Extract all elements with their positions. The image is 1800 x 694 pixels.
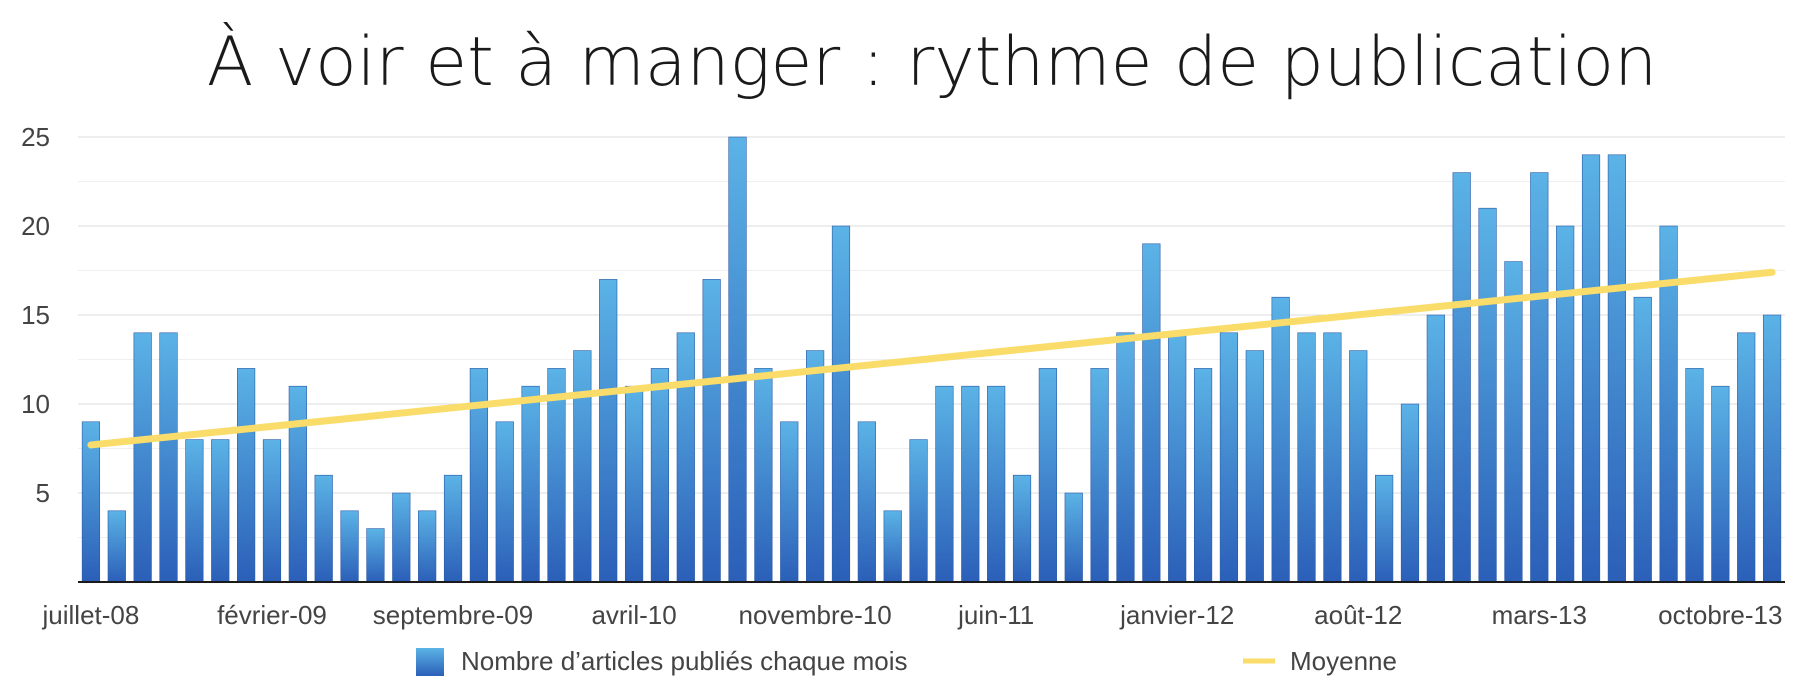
bar: mai-09: 4: [340, 510, 359, 583]
bar: septembre-13: 12: [1685, 368, 1704, 583]
y-tick-label: 20: [21, 211, 50, 241]
bar: septembre-09: 6: [443, 474, 463, 583]
legend-line-label: Moyenne: [1290, 646, 1397, 676]
bar: juin-09: 3: [366, 528, 385, 583]
x-tick-label: juillet-08: [42, 600, 140, 630]
bar: juin-12: 14: [1297, 332, 1316, 583]
bar: avril-12: 13: [1245, 350, 1264, 583]
bar: août-12: 13: [1349, 350, 1368, 583]
bar: mars-11: 8: [909, 439, 928, 583]
bar: septembre-08: 14: [133, 332, 152, 583]
x-tick-label: août-12: [1314, 600, 1402, 630]
bar: mars-12: 14: [1219, 332, 1239, 583]
bar: juin-11: 11: [987, 385, 1006, 583]
bar: février-09: 8: [262, 439, 282, 583]
bar: juillet-09: 5: [392, 492, 411, 583]
bar: mai-13: 24: [1581, 154, 1601, 583]
bar: août-10: 25: [728, 136, 747, 583]
legend-bar-swatch: [416, 648, 444, 676]
legend: Nombre d’articles publiés chaque mois Mo…: [416, 646, 1397, 676]
gridlines: [78, 136, 1785, 538]
bar: juillet-11: 6: [1012, 474, 1032, 583]
bar: septembre-12: 6: [1375, 474, 1394, 583]
bar: avril-09: 6: [314, 474, 333, 583]
bar: septembre-11: 5: [1064, 492, 1083, 583]
bar: janvier-12: 14: [1168, 332, 1187, 583]
bar: novembre-09: 9: [495, 421, 514, 583]
x-tick-label: avril-10: [591, 600, 676, 630]
bar: décembre-09: 11: [521, 385, 540, 583]
bar: août-11: 12: [1038, 368, 1057, 583]
bar: novembre-10: 13: [806, 350, 825, 583]
bar: octobre-13: 11: [1711, 385, 1730, 583]
bar: décembre-11: 19: [1142, 243, 1161, 583]
bar: février-10: 13: [573, 350, 592, 583]
bar: octobre-10: 9: [780, 421, 799, 583]
bar: mars-13: 23: [1530, 172, 1549, 583]
bar: mai-11: 11: [961, 385, 980, 583]
y-axis: 5 10 15 20 25: [21, 122, 50, 508]
bar: décembre-12: 23: [1452, 172, 1471, 583]
bar: octobre-09: 12: [469, 368, 488, 583]
bar: janvier-09: 12: [237, 368, 256, 583]
bar: mai-10: 12: [650, 368, 670, 583]
y-tick-label: 10: [21, 389, 50, 419]
bar: décembre-10: 20: [831, 225, 851, 583]
bar: février-12: 12: [1193, 368, 1213, 583]
bar: février-11: 4: [883, 510, 902, 583]
bar: avril-11: 11: [935, 385, 954, 583]
bar: octobre-12: 10: [1400, 403, 1420, 583]
average-line-group: [87, 268, 1776, 449]
bar: juin-13: 24: [1607, 154, 1626, 583]
bar: juillet-13: 16: [1633, 296, 1652, 583]
x-tick-label: septembre-09: [373, 600, 533, 630]
x-tick-label: mars-13: [1492, 600, 1587, 630]
bar: décembre-08: 8: [211, 439, 230, 583]
x-axis: juillet-08 février-09 septembre-09 avril-10…: [42, 600, 1783, 630]
x-tick-label: juin-11: [957, 600, 1034, 630]
bar: novembre-08: 8: [185, 439, 204, 583]
x-tick-label: février-09: [217, 600, 327, 630]
bar: juin-10: 14: [676, 332, 695, 583]
bar: février-13: 18: [1504, 261, 1523, 583]
bar: octobre-11: 12: [1090, 368, 1109, 583]
bar: mars-10: 17: [599, 279, 618, 583]
chart-title: À voir et à manger : rythme de publicati…: [207, 21, 1657, 102]
bar: avril-13: 20: [1556, 225, 1575, 583]
bar: septembre-10: 12: [754, 368, 773, 583]
bar: décembre-13: 15: [1762, 314, 1782, 583]
y-tick-label: 15: [21, 300, 50, 330]
bar: janvier-11: 9: [857, 421, 876, 583]
bar: mai-12: 16: [1271, 296, 1290, 583]
bar: août-09: 4: [418, 510, 437, 583]
y-tick-label: 5: [36, 478, 50, 508]
x-tick-label: octobre-13: [1658, 600, 1782, 630]
average-line: [87, 268, 1776, 449]
bar: novembre-12: 15: [1426, 314, 1445, 583]
legend-bar-label: Nombre d’articles publiés chaque mois: [461, 646, 908, 676]
bar: novembre-11: 14: [1116, 332, 1135, 583]
bar: novembre-13: 14: [1737, 332, 1756, 583]
y-tick-label: 25: [21, 122, 50, 152]
bar: avril-10: 11: [624, 385, 644, 583]
bar: octobre-08: 14: [159, 332, 178, 583]
bar: mars-09: 11: [288, 385, 307, 583]
bar: août-08: 4: [107, 510, 126, 583]
bar: janvier-13: 21: [1478, 207, 1497, 583]
bar: juillet-10: 17: [702, 279, 721, 583]
x-tick-label: novembre-10: [739, 600, 892, 630]
x-tick-label: janvier-12: [1119, 600, 1234, 630]
bar: juillet-12: 14: [1323, 332, 1342, 583]
